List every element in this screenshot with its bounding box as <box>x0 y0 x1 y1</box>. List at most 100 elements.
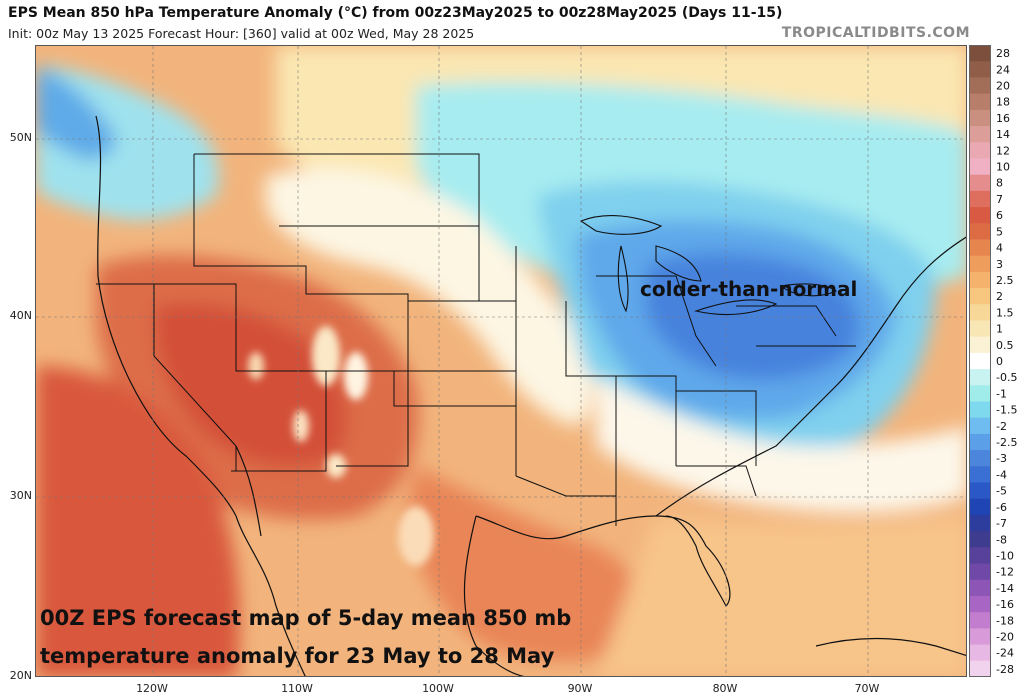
legend-swatch <box>969 385 991 403</box>
legend-level-label: -0.5 <box>996 371 1017 384</box>
legend-swatch <box>969 109 991 127</box>
legend-level-label: -1 <box>996 387 1007 400</box>
legend-swatch <box>969 142 991 159</box>
legend-swatch <box>969 514 991 532</box>
lat-label-30n: 30N <box>9 489 32 502</box>
legend-swatch <box>969 660 991 678</box>
lat-label-20n: 20N <box>9 669 32 682</box>
legend-swatch <box>969 77 991 95</box>
legend-level-label: -10 <box>996 549 1014 562</box>
legend-swatch <box>969 482 991 500</box>
legend-swatch <box>969 45 991 62</box>
legend-level-label: -6 <box>996 501 1007 514</box>
legend-level-label: -12 <box>996 566 1014 579</box>
legend-swatch <box>969 401 991 419</box>
legend-level-label: 24 <box>996 63 1010 76</box>
graticule <box>36 46 966 676</box>
legend-level-label: 14 <box>996 128 1010 141</box>
lat-label-50n: 50N <box>9 131 32 144</box>
legend-swatch <box>969 563 991 581</box>
lon-label-100w: 100W <box>422 682 454 695</box>
legend-level-label: -1.5 <box>996 404 1017 417</box>
legend-swatch <box>969 239 991 257</box>
legend-level-label: -2.5 <box>996 436 1017 449</box>
legend-border <box>969 45 991 677</box>
legend-level-label: 0 <box>996 355 1003 368</box>
legend-swatch <box>969 466 991 484</box>
legend-level-label: 7 <box>996 193 1003 206</box>
colder-than-normal-annotation: colder-than-normal <box>640 277 858 301</box>
legend-swatch <box>969 531 991 548</box>
great-lakes <box>579 215 838 316</box>
legend-swatch <box>969 579 991 597</box>
legend-swatch <box>969 126 991 143</box>
legend-swatch <box>969 271 991 289</box>
lon-label-110w: 110W <box>281 682 313 695</box>
legend-swatch <box>969 498 991 516</box>
legend-swatch <box>969 61 991 78</box>
map-subtitle: Init: 00z May 13 2025 Forecast Hour: [36… <box>8 26 475 41</box>
legend-level-label: 18 <box>996 96 1010 109</box>
legend-swatch <box>969 595 991 613</box>
legend-level-label: 6 <box>996 209 1003 222</box>
caption-line-2: temperature anomaly for 23 May to 28 May <box>40 644 555 668</box>
legend-level-label: 5 <box>996 225 1003 238</box>
legend-swatch <box>969 612 991 629</box>
legend-swatch <box>969 433 991 451</box>
map-canvas <box>36 46 966 676</box>
legend-level-label: -16 <box>996 598 1014 611</box>
legend-level-label: 1.5 <box>996 306 1014 319</box>
legend-swatch <box>969 190 991 208</box>
legend-level-label: 28 <box>996 47 1010 60</box>
legend-level-label: -24 <box>996 647 1014 660</box>
legend-level-label: 20 <box>996 80 1010 93</box>
legend-swatch <box>969 174 991 192</box>
legend-level-label: 2 <box>996 290 1003 303</box>
legend-level-label: -7 <box>996 517 1007 530</box>
legend-level-label: 8 <box>996 177 1003 190</box>
legend-swatch <box>969 207 991 224</box>
lat-label-40n: 40N <box>9 309 32 322</box>
legend-level-label: -18 <box>996 614 1014 627</box>
lon-label-120w: 120W <box>136 682 168 695</box>
legend-swatch <box>969 417 991 435</box>
legend-level-label: -5 <box>996 485 1007 498</box>
legend-level-label: 3 <box>996 258 1003 271</box>
color-scale-legend: 28 24 20 18 16 14 12 10 8 7 6 5 4 3 2.5 2 1.5 1 0.5 0 -0.5 -1… <box>969 45 1024 678</box>
legend-level-label: -28 <box>996 663 1014 676</box>
legend-level-label: -2 <box>996 420 1007 433</box>
anomaly-field <box>36 46 966 676</box>
legend-svg: 28 24 20 18 16 14 12 10 8 7 6 5 4 3 2.5 2 1.5 1 0.5 0 -0.5 -1… <box>969 45 1017 678</box>
coastlines <box>95 115 966 676</box>
legend-swatch <box>969 223 991 240</box>
legend-level-label: 16 <box>996 112 1010 125</box>
legend-swatch <box>969 547 991 565</box>
lon-label-70w: 70W <box>854 682 880 695</box>
lon-label-80w: 80W <box>712 682 738 695</box>
legend-swatch <box>969 336 991 354</box>
legend-level-label: 0.5 <box>996 339 1014 352</box>
legend-swatch <box>969 255 991 273</box>
legend-level-label: -4 <box>996 468 1007 481</box>
legend-level-label: 10 <box>996 161 1010 174</box>
state-borders <box>96 153 856 526</box>
lon-label-90w: 90W <box>567 682 593 695</box>
brand-watermark: TROPICALTIDBITS.COM <box>781 25 970 41</box>
legend-swatch <box>969 320 991 338</box>
legend-level-label: 4 <box>996 242 1003 255</box>
temperature-anomaly-map <box>35 45 967 677</box>
legend-swatch <box>969 450 991 467</box>
legend-swatch <box>969 304 991 321</box>
legend-swatch <box>969 369 991 386</box>
legend-level-label: -8 <box>996 533 1007 546</box>
legend-level-label: 2.5 <box>996 274 1014 287</box>
legend-level-label: -14 <box>996 582 1014 595</box>
map-title: EPS Mean 850 hPa Temperature Anomaly (°C… <box>8 5 783 21</box>
legend-level-label: 12 <box>996 144 1010 157</box>
legend-swatch <box>969 352 991 370</box>
legend-swatch <box>969 628 991 646</box>
legend-swatch <box>969 158 991 176</box>
legend-swatch <box>969 644 991 662</box>
legend-level-label: -20 <box>996 630 1014 643</box>
legend-swatch <box>969 288 991 305</box>
